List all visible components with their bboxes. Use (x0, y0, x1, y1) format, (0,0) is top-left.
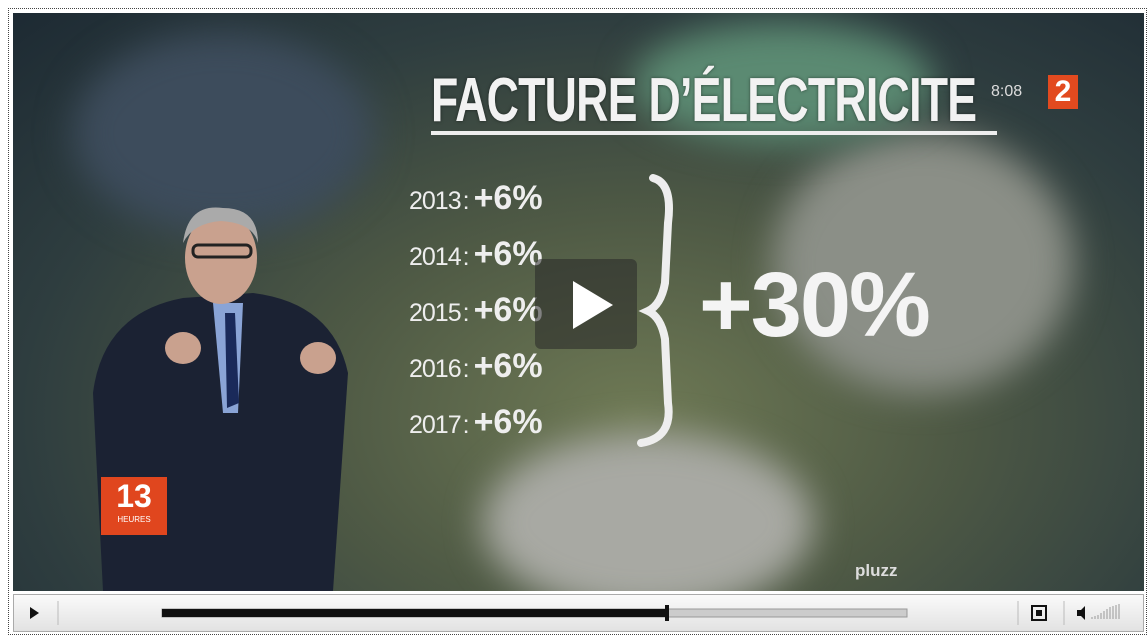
watermark: pluzz (855, 561, 898, 581)
separator: : (463, 411, 470, 439)
row: 2016:+6% (409, 347, 543, 386)
change: +6% (474, 403, 543, 441)
show-badge: 13 HEURES (101, 477, 167, 535)
volume-control[interactable] (1077, 604, 1119, 620)
separator: : (463, 299, 470, 327)
video-player: FACTURE D’ÉLECTRICITE 8:08 2 2013:+6%201… (8, 8, 1147, 635)
row: 2014:+6% (409, 235, 543, 274)
separator: : (463, 243, 470, 271)
row: 2015:+6% (409, 291, 543, 330)
year: 2014 (409, 243, 461, 271)
clock: 8:08 (991, 83, 1022, 101)
play-icon (535, 259, 637, 349)
progress-thumb[interactable] (665, 605, 669, 621)
progress-fill (162, 609, 667, 617)
page: FACTURE D’ÉLECTRICITE 8:08 2 2013:+6%201… (0, 0, 1147, 637)
row: 2013:+6% (409, 179, 543, 218)
badge-number: 13 (101, 477, 167, 515)
badge-label: HEURES (101, 515, 167, 524)
change: +6% (474, 347, 543, 385)
change: +6% (474, 235, 543, 273)
year: 2013 (409, 187, 461, 215)
play-button[interactable] (30, 607, 39, 619)
year: 2017 (409, 411, 461, 439)
headline-underline (431, 131, 997, 135)
video-frame[interactable]: FACTURE D’ÉLECTRICITE 8:08 2 2013:+6%201… (13, 13, 1144, 591)
change: +6% (474, 179, 543, 217)
channel-logo: 2 (1048, 75, 1078, 109)
total-change: +30% (699, 253, 929, 358)
control-bar (13, 594, 1144, 632)
year: 2015 (409, 299, 461, 327)
fullscreen-button[interactable] (1032, 606, 1046, 620)
headline: FACTURE D’ÉLECTRICITE (431, 65, 976, 136)
separator: : (463, 355, 470, 383)
change: +6% (474, 291, 543, 329)
separator: : (463, 187, 470, 215)
year: 2016 (409, 355, 461, 383)
row: 2017:+6% (409, 403, 543, 442)
controls-graphics (14, 595, 1143, 631)
play-overlay-button[interactable] (535, 259, 637, 349)
